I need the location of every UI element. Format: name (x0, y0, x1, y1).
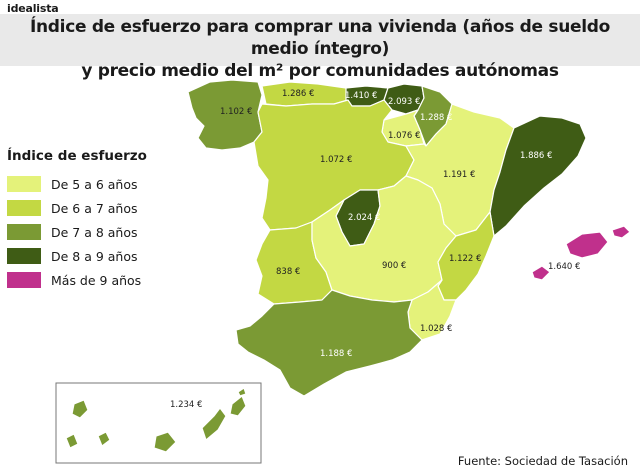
price-label-pais-vasco: 2.093 € (388, 97, 420, 107)
region-canarias (65, 387, 247, 453)
price-label-canarias: 1.234 € (170, 400, 202, 410)
price-label-galicia: 1.102 € (220, 107, 252, 117)
legend-swatch (7, 176, 41, 192)
legend-label: De 7 a 8 años (51, 224, 138, 240)
price-label-navarra: 1.288 € (420, 113, 452, 123)
region-baleares (531, 225, 631, 281)
price-label-castilla-leon: 1.072 € (320, 155, 352, 165)
price-label-aragon: 1.191 € (443, 170, 475, 180)
price-label-asturias: 1.286 € (282, 89, 314, 99)
price-label-castilla-mancha: 900 € (382, 261, 406, 271)
region-cataluna (489, 115, 587, 237)
source-note: Fuente: Sociedad de Tasación (457, 454, 628, 468)
region-andalucia (235, 289, 423, 397)
legend-swatch (7, 248, 41, 264)
title-band (0, 14, 640, 66)
legend-label: De 8 a 9 años (51, 248, 138, 264)
price-label-extremadura: 838 € (276, 267, 300, 277)
price-label-madrid: 2.024 € (348, 213, 380, 223)
price-label-murcia: 1.028 € (420, 324, 452, 334)
legend-item: Más de 9 años (7, 268, 147, 292)
legend-item: De 6 a 7 años (7, 196, 147, 220)
legend-label: Más de 9 años (51, 272, 142, 288)
title-line-1: Índice de esfuerzo para comprar una vivi… (29, 17, 611, 59)
price-label-cataluna: 1.886 € (520, 151, 552, 161)
legend-item: De 5 a 6 años (7, 172, 147, 196)
legend-swatch (7, 272, 41, 288)
legend-swatch (7, 224, 41, 240)
legend-title: Índice de esfuerzo (7, 148, 147, 164)
legend-swatch (7, 200, 41, 216)
price-label-andalucia: 1.188 € (320, 349, 352, 359)
map-title: Índice de esfuerzo para comprar una vivi… (0, 16, 640, 82)
region-galicia (187, 79, 263, 151)
price-label-baleares: 1.640 € (548, 262, 580, 272)
price-label-valenciana: 1.122 € (449, 254, 481, 264)
region-valenciana (437, 211, 495, 301)
brand-logo: idealista (7, 2, 59, 15)
title-line-2: y precio medio del m² por comunidades au… (81, 61, 559, 81)
legend: Índice de esfuerzo De 5 a 6 años De 6 a … (7, 148, 147, 292)
legend-label: De 5 a 6 años (51, 176, 138, 192)
price-label-la-rioja: 1.076 € (388, 131, 420, 141)
legend-label: De 6 a 7 años (51, 200, 138, 216)
canarias-inset-frame (55, 382, 262, 464)
legend-item: De 8 a 9 años (7, 244, 147, 268)
legend-item: De 7 a 8 años (7, 220, 147, 244)
price-label-cantabria: 1.410 € (345, 91, 377, 101)
